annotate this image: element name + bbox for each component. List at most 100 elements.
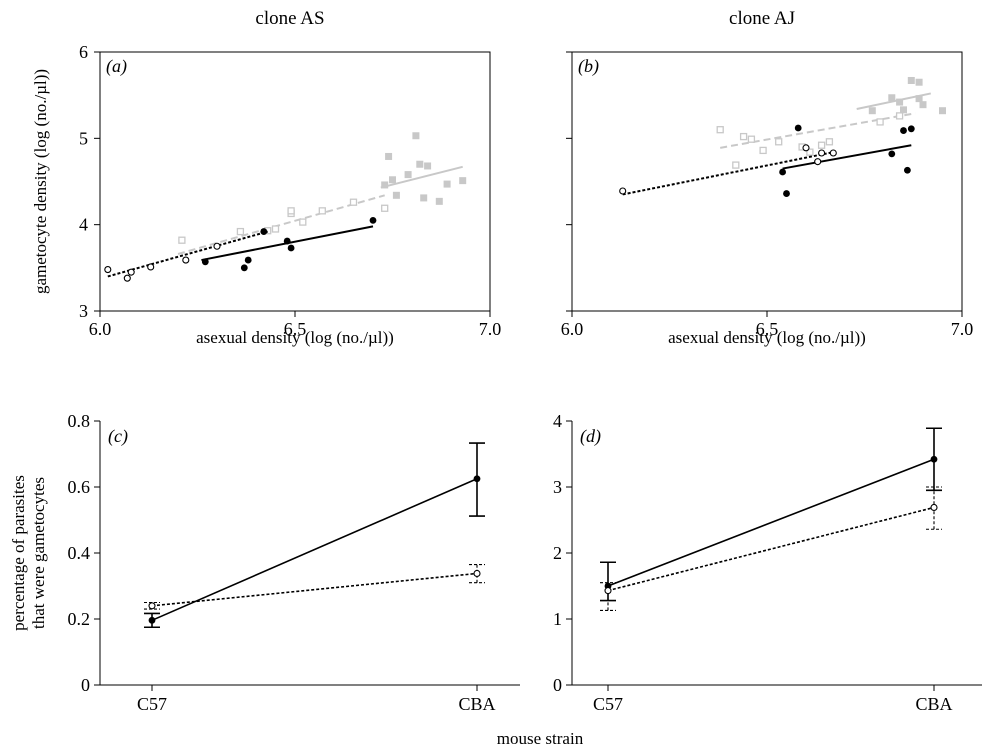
data-point-black-circle-open: [818, 149, 826, 157]
data-point-grey-square-open: [287, 207, 295, 215]
data-point-grey-square-open: [732, 161, 740, 169]
data-point-black-circle-open: [930, 503, 938, 512]
fit-line-grey-square-filled: [380, 165, 463, 189]
data-point-black-circle-filled: [900, 127, 907, 134]
x-tick-label: C57: [137, 694, 167, 714]
data-point-grey-square-open: [817, 141, 826, 149]
x-tick-label: 7.0: [951, 319, 974, 339]
panel-label: (b): [578, 56, 599, 77]
data-point-grey-square-open: [349, 198, 358, 206]
series-line-dotted: [607, 506, 935, 592]
data-point-black-circle-open: [127, 268, 135, 276]
x-axis-label: asexual density (log (no./µl)): [668, 328, 866, 347]
data-point-black-circle-open: [473, 569, 481, 578]
data-point-grey-square-filled: [392, 191, 400, 199]
data-point-black-circle-filled: [473, 475, 481, 483]
data-point-grey-square-filled: [424, 162, 432, 170]
data-point-grey-square-filled: [404, 171, 412, 179]
data-point-grey-square-open: [318, 207, 326, 215]
y-tick-label: 5: [79, 128, 88, 148]
x-tick-label: 6.5: [756, 319, 779, 339]
panel-a-scatter: 6.0 6.5 7.0 3 4 5 6 (a) clone AS asexual density …: [31, 8, 501, 347]
error-bar: [600, 582, 616, 611]
panel-a-frame: [99, 51, 491, 312]
data-point-grey-square-filled: [381, 181, 389, 189]
data-point-black-circle-filled: [779, 168, 786, 176]
panel-b-scatter: 6.0 6.5 7.0 (b) clone AJ asexual density (log…: [561, 8, 974, 347]
y-tick-label: 3: [79, 301, 88, 321]
y-tick-label: 3: [553, 477, 562, 497]
data-point-grey-square-open: [739, 132, 748, 141]
data-point-grey-square-filled: [919, 101, 927, 109]
data-point-black-circle-filled: [148, 616, 156, 624]
data-point-black-circle-filled: [794, 124, 802, 132]
data-point-black-circle-open: [802, 144, 810, 152]
data-point-grey-square-filled: [888, 94, 896, 102]
data-point-black-circle-open: [213, 242, 221, 250]
series-line-solid: [607, 458, 935, 587]
x-axis-label: asexual density (log (no./µl)): [196, 328, 394, 347]
data-point-grey-square-filled: [915, 95, 923, 103]
data-point-black-circle-filled: [287, 244, 295, 252]
panel-label: (c): [108, 426, 128, 447]
y-tick-label: 0.4: [68, 543, 91, 563]
data-point-grey-square-filled: [412, 132, 420, 140]
y-axis-label-line1: percentage of parasites: [9, 475, 28, 631]
x-tick-label: 6.0: [561, 319, 584, 339]
data-point-grey-square-open: [759, 146, 767, 155]
data-point-black-circle-filled: [201, 258, 209, 266]
fit-line-black-circle-open: [107, 230, 268, 278]
data-point-grey-square-open: [716, 126, 724, 134]
y-tick-label: 2: [553, 543, 562, 563]
data-point-black-circle-filled: [904, 166, 911, 174]
data-point-black-circle-filled: [244, 256, 252, 264]
data-point-grey-square-open: [271, 225, 280, 233]
data-point-black-circle-open: [829, 149, 837, 157]
y-tick-label: 0.8: [68, 411, 91, 431]
data-point-grey-square-filled: [389, 176, 396, 184]
y-tick-label: 0.2: [68, 609, 91, 629]
x-tick-label: C57: [593, 694, 623, 714]
data-point-black-circle-filled: [260, 228, 268, 235]
x-tick-label: 6.5: [284, 319, 307, 339]
data-point-grey-square-filled: [416, 160, 424, 168]
data-point-grey-square-open: [876, 118, 884, 126]
y-axis-label: gametocyte density (log (no./µl)): [31, 69, 50, 294]
panel-d-line: 0 1 2 3 4 C57 CBA (d): [553, 411, 982, 714]
data-point-black-circle-filled: [930, 455, 938, 463]
panel-title: clone AJ: [729, 8, 795, 29]
series-line-dotted: [151, 572, 478, 607]
data-point-black-circle-open: [604, 587, 612, 595]
data-point-grey-square-open: [299, 218, 307, 226]
data-point-grey-square-filled: [459, 177, 467, 185]
data-point-grey-square-filled: [385, 152, 393, 160]
data-point-grey-square-filled: [420, 194, 428, 202]
common-x-axis-label: mouse strain: [497, 729, 584, 748]
data-point-black-circle-filled: [283, 237, 291, 245]
panel-c-line: 0 0.2 0.4 0.6 0.8 C57 CBA (c) percentage of para…: [9, 411, 520, 714]
y-tick-label: 1: [553, 609, 562, 629]
y-tick-label: 6: [79, 42, 88, 62]
fit-line-black-circle-open: [622, 151, 834, 196]
data-point-grey-square-open: [775, 138, 783, 146]
data-point-black-circle-open: [619, 187, 627, 195]
data-point-grey-square-filled: [868, 107, 876, 115]
y-tick-label: 0: [81, 675, 90, 695]
data-point-grey-square-open: [236, 227, 245, 236]
data-point-black-circle-open: [148, 602, 156, 610]
panel-label: (a): [106, 56, 127, 77]
panel-title: clone AS: [255, 8, 324, 29]
y-axis-label-line2: that were gametocytes: [29, 477, 48, 629]
panel-label: (d): [580, 426, 601, 447]
data-point-black-circle-open: [104, 266, 112, 274]
data-point-black-circle-filled: [783, 190, 790, 197]
data-point-grey-square-open: [895, 112, 904, 120]
data-point-black-circle-open: [147, 263, 155, 271]
fit-line-black-circle-filled: [782, 144, 912, 170]
data-point-grey-square-filled: [907, 76, 915, 84]
data-point-grey-square-open: [806, 148, 814, 156]
data-point-black-circle-filled: [240, 264, 248, 272]
panel-b-frame: [571, 51, 963, 312]
data-point-grey-square-open: [178, 236, 186, 244]
